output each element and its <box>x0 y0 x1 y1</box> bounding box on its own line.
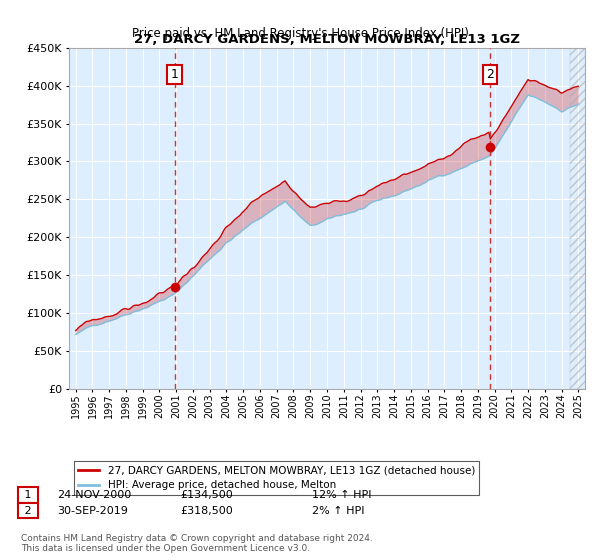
Bar <box>570 48 587 389</box>
Text: 2: 2 <box>21 506 35 516</box>
Text: 1: 1 <box>21 490 35 500</box>
Text: 1: 1 <box>170 68 178 81</box>
Text: 24-NOV-2000: 24-NOV-2000 <box>57 490 131 500</box>
Legend: 27, DARCY GARDENS, MELTON MOWBRAY, LE13 1GZ (detached house), HPI: Average price: 27, DARCY GARDENS, MELTON MOWBRAY, LE13 … <box>74 461 479 494</box>
Text: Contains HM Land Registry data © Crown copyright and database right 2024.
This d: Contains HM Land Registry data © Crown c… <box>21 534 373 553</box>
Text: 2% ↑ HPI: 2% ↑ HPI <box>312 506 365 516</box>
Text: Price paid vs. HM Land Registry's House Price Index (HPI): Price paid vs. HM Land Registry's House … <box>131 27 469 40</box>
Title: 27, DARCY GARDENS, MELTON MOWBRAY, LE13 1GZ: 27, DARCY GARDENS, MELTON MOWBRAY, LE13 … <box>134 34 520 46</box>
Text: 30-SEP-2019: 30-SEP-2019 <box>57 506 128 516</box>
Text: £134,500: £134,500 <box>180 490 233 500</box>
Text: 2: 2 <box>487 68 494 81</box>
Text: £318,500: £318,500 <box>180 506 233 516</box>
Text: 12% ↑ HPI: 12% ↑ HPI <box>312 490 371 500</box>
